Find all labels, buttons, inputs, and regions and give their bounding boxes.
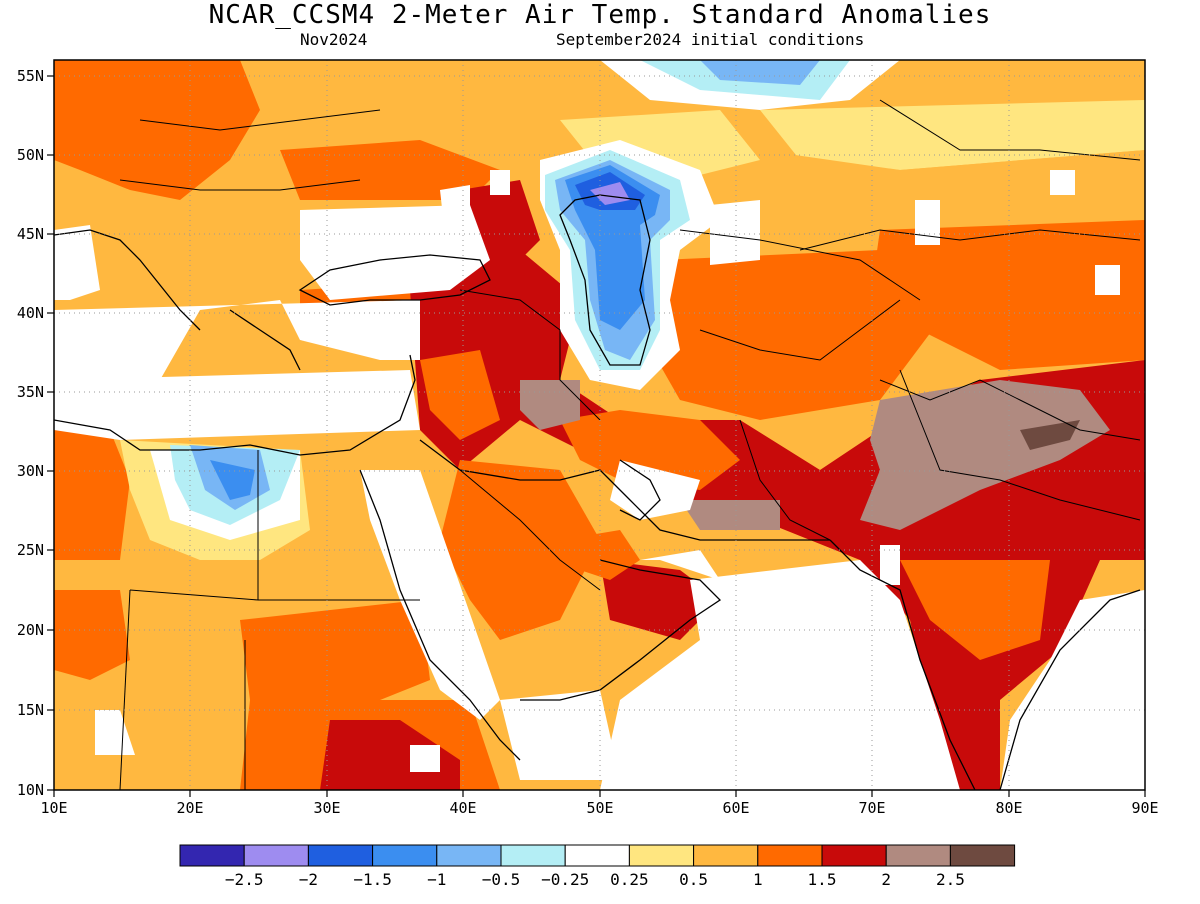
lon-tick-label: 90E xyxy=(1131,799,1158,817)
lat-tick-label: 50N xyxy=(17,146,44,164)
latitude-labels: 55N 50N 45N 40N 35N 30N 25N 20N 15N 10N xyxy=(17,67,44,799)
color-legend: −2.5 −2 −1.5 −1 −0.5 −0.25 0.25 0.5 1 1.5 2 2.5 xyxy=(179,844,1016,889)
legend-swatch xyxy=(436,844,502,867)
legend-swatch xyxy=(564,844,630,867)
legend-swatch xyxy=(372,844,438,867)
legend-swatch xyxy=(693,844,759,867)
graticule xyxy=(54,60,1145,790)
legend-label: −2 xyxy=(299,870,318,889)
lat-tick-label: 45N xyxy=(17,225,44,243)
legend-label: 0.25 xyxy=(610,870,649,889)
legend-swatch xyxy=(628,844,695,867)
lon-tick-label: 60E xyxy=(722,799,749,817)
anomaly-field xyxy=(54,60,1145,790)
coastlines xyxy=(54,194,1141,790)
lat-tick-label: 10N xyxy=(17,781,44,799)
legend-label: −0.25 xyxy=(541,870,589,889)
country-borders xyxy=(119,99,1141,790)
legend-label: 0.5 xyxy=(679,870,708,889)
lon-tick-label: 70E xyxy=(858,799,885,817)
lat-tick-label: 25N xyxy=(17,541,44,559)
legend-swatch xyxy=(500,844,566,867)
legend-label: −2.5 xyxy=(225,870,264,889)
initial-conditions: September2024 initial conditions xyxy=(556,30,865,49)
tick-marks xyxy=(47,75,1146,797)
lon-tick-label: 10E xyxy=(40,799,67,817)
lat-tick-label: 40N xyxy=(17,304,44,322)
legend-swatch xyxy=(885,844,951,867)
legend-swatch xyxy=(821,844,887,867)
legend-label: −1.5 xyxy=(353,870,392,889)
lon-tick-label: 50E xyxy=(586,799,613,817)
map-title: NCAR_CCSM4 2-Meter Air Temp. Standard An… xyxy=(208,0,992,30)
legend-label: −0.5 xyxy=(482,870,521,889)
legend-swatch xyxy=(179,844,245,867)
legend-label: −1 xyxy=(427,870,446,889)
legend-label: 1.5 xyxy=(808,870,837,889)
lat-tick-label: 30N xyxy=(17,462,44,480)
forecast-month: Nov2024 xyxy=(300,30,368,49)
lat-tick-label: 20N xyxy=(17,621,44,639)
lon-tick-label: 30E xyxy=(313,799,340,817)
lat-tick-label: 55N xyxy=(17,67,44,85)
lon-tick-label: 40E xyxy=(449,799,476,817)
legend-swatch xyxy=(307,844,374,867)
legend-swatch xyxy=(243,844,309,867)
lat-tick-label: 15N xyxy=(17,701,44,719)
legend-swatch xyxy=(949,844,1016,867)
legend-label: 2 xyxy=(881,870,891,889)
legend-label: 2.5 xyxy=(936,870,965,889)
lon-tick-label: 80E xyxy=(995,799,1022,817)
lat-tick-label: 35N xyxy=(17,383,44,401)
legend-label: 1 xyxy=(753,870,763,889)
longitude-labels: 10E 20E 30E 40E 50E 60E 70E 80E 90E xyxy=(40,799,1158,817)
lon-tick-label: 20E xyxy=(176,799,203,817)
legend-swatch xyxy=(757,844,823,867)
